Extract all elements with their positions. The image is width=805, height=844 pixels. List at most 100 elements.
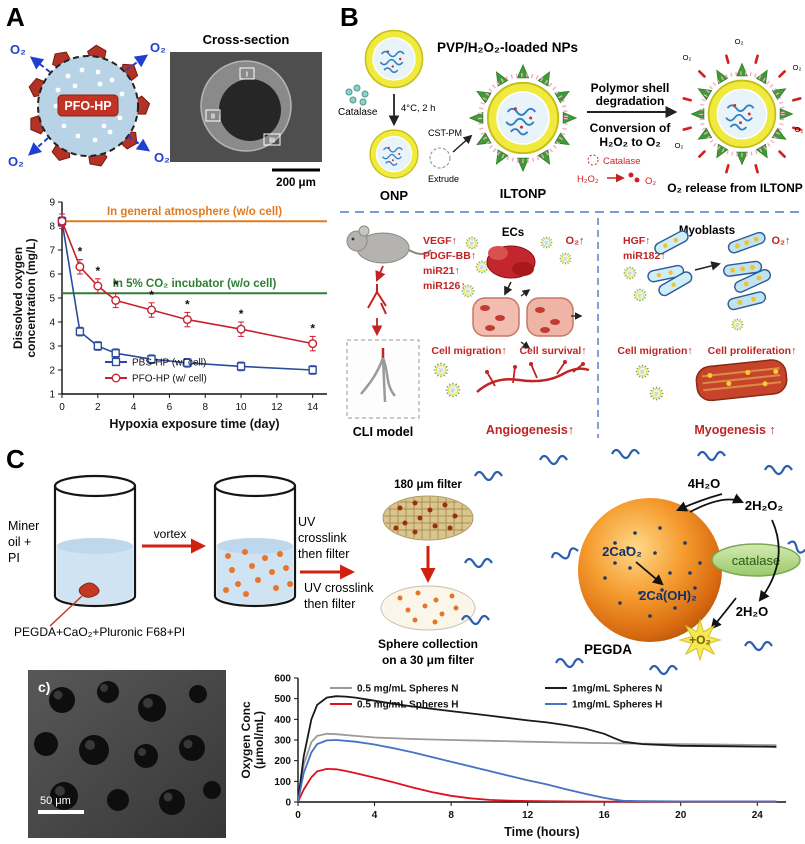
svg-text:Dissolved oxygen: Dissolved oxygen [11,247,25,349]
svg-text:4: 4 [372,810,378,821]
sem-sub-label: c) [38,679,50,695]
h2o2-out-label: 2H₂O₂ [745,498,784,513]
sem-spheres-image: c) 50 μm [28,670,226,838]
migrating-tissue-blobs [472,289,583,349]
np-icon-small [433,362,448,377]
muscle-fiber [695,359,788,402]
panel-a-art: PFO-HP O₂ O₂ O₂ O₂ Cross-section I [8,32,322,189]
cell-proliferation-label: Cell proliferation↑ [708,345,797,357]
o2-product-label: O₂ [645,176,656,187]
pvp-title: PVP/H₂O₂-loaded NPs [437,40,578,55]
np-icon-small [465,236,478,249]
catalase-label: Catalase [338,107,378,118]
svg-text:Oxygen Conc: Oxygen Conc [239,701,253,779]
svg-text:500: 500 [274,694,291,705]
svg-text:1: 1 [49,390,55,401]
svg-text:2: 2 [49,366,55,377]
cao2-label: 2CaO₂ [602,544,642,559]
degradation-line1: Polymor shell [591,81,670,95]
svg-text:20: 20 [675,810,687,821]
cao2-particles [603,526,702,618]
arrow-mouse-to-vessel [375,265,386,282]
ecs-label: ECs [502,227,524,239]
svg-text:0.5 mg/mL Spheres H: 0.5 mg/mL Spheres H [357,700,459,711]
np-icon-small [649,386,663,400]
cst-pm-membrane-icon [429,147,451,169]
svg-text:10: 10 [235,402,247,413]
svg-text:8: 8 [202,402,208,413]
o2-label-bottom-left: O₂ [8,154,24,169]
degradation-line2: degradation [596,94,665,108]
o2-small-1: O₂ [683,53,692,62]
svg-text:1mg/mL Spheres N: 1mg/mL Spheres N [572,684,662,695]
sphere-label-plate [57,94,119,117]
pvp-h2o2-np-icon [364,29,424,89]
collect-line2: on a 30 μm filter [382,653,474,667]
vegf-label: VEGF↑ [423,235,457,247]
filter-180-label: 180 μm filter [394,479,462,491]
svg-text:7: 7 [49,246,55,257]
np-icon-small [635,364,649,378]
myoblast-cells-before [647,230,693,297]
sem-region-boxes [205,67,281,146]
sem-region-3: III [269,138,275,145]
pegda-label: PEGDA [584,642,632,657]
svg-text:6: 6 [49,270,55,281]
pegda-mix-label: PEGDA+CaO₂+Pluronic F68+PI [14,625,185,639]
svg-text:400: 400 [274,715,291,726]
pegda-sphere [578,498,722,642]
myogenesis-label: Myogenesis ↑ [694,423,775,437]
sem-region-2: II [211,114,215,121]
svg-text:4: 4 [49,318,55,329]
svg-text:4: 4 [131,402,137,413]
catalase-reaction-label: Catalase [603,156,641,167]
cli-vessels [360,348,396,403]
np-icon-small [633,288,646,301]
hgf-label: HGF↑ [623,235,650,247]
svg-text:*: * [239,307,244,321]
svg-text:300: 300 [274,736,291,747]
svg-text:0: 0 [59,402,65,413]
o2-up-myoblasts: O₂↑ [772,235,791,247]
svg-text:Hypoxia exposure time (day): Hypoxia exposure time (day) [109,417,279,431]
uv2-line1: UV crosslink [304,581,374,595]
panel-b-art: PVP/H₂O₂-loaded NPs Catalase 4°C, 2 h ON… [338,29,803,439]
svg-text:12: 12 [522,810,534,821]
svg-text:9: 9 [49,198,55,209]
angiogenesis-vessel-network [476,360,590,393]
arrow-myoblasts [694,261,721,271]
sem-title: Cross-section [203,32,290,47]
svg-text:6: 6 [167,402,173,413]
arrow-ecs-to-tissue [504,281,513,296]
svg-text:*: * [149,288,154,302]
h2o-out-label: 2H₂O [736,604,769,619]
angiogenesis-label: Angiogenesis↑ [486,423,574,437]
arrow-to-o2 [710,597,737,630]
o2-small-2: O₂ [793,63,802,72]
sem-scalebar-c [38,810,84,814]
onp-icon [369,129,419,179]
arrow-cao2-to-caoh2 [635,561,664,586]
np-icon-small [540,236,552,248]
svg-text:0: 0 [295,810,301,821]
caoh2-label: 2Ca(OH)₂ [639,588,697,603]
filter-30-image [380,585,476,631]
panel-a-label: A [6,2,25,32]
svg-text:600: 600 [274,674,291,685]
uv-line1: UV [298,515,316,529]
uv-line2: crosslink [298,531,347,545]
svg-text:8: 8 [49,222,55,233]
svg-text:concentration (mg/L): concentration (mg/L) [24,238,38,357]
svg-text:0: 0 [285,798,291,809]
sem-scale-label: 200 μm [276,177,316,189]
svg-text:14: 14 [307,402,319,413]
svg-text:*: * [310,321,315,335]
miner-oil-line3: PI [8,551,20,565]
iltonp-icon [470,65,576,171]
svg-text:0.5 mg/mL Spheres N: 0.5 mg/mL Spheres N [357,684,459,695]
o2-small-3: O₂ [675,141,684,150]
svg-text:100: 100 [274,777,291,788]
h2o-in-label: 4H₂O [688,476,721,491]
vial-emulsion [213,474,297,608]
